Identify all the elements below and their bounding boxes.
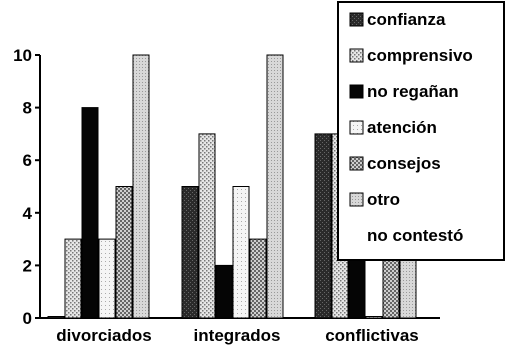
bar-integrados-1 bbox=[198, 133, 216, 319]
bar-divorciados-2 bbox=[81, 107, 99, 319]
legend-label: atención bbox=[367, 118, 437, 137]
y-ticks: 0 2 4 6 8 10 bbox=[13, 46, 40, 328]
legend-label: consejos bbox=[367, 154, 441, 173]
bar-divorciados-1 bbox=[64, 238, 82, 319]
bar-divorciados-5 bbox=[132, 54, 150, 319]
legend: confianza comprensivo no regañan atención co… bbox=[337, 1, 505, 261]
bar-integrados-0 bbox=[181, 186, 199, 319]
bars bbox=[47, 54, 417, 319]
bar-integrados-4 bbox=[249, 238, 267, 319]
y-tick-label: 4 bbox=[23, 204, 33, 223]
y-tick-label: 8 bbox=[23, 99, 32, 118]
category-labels: divorciados integrados conflictivas bbox=[56, 326, 418, 345]
bar-integrados-2 bbox=[215, 264, 233, 319]
y-tick-label: 0 bbox=[23, 309, 32, 328]
bar-integrados-3 bbox=[232, 186, 250, 319]
y-tick-label: 2 bbox=[23, 256, 32, 275]
legend-label: otro bbox=[367, 190, 400, 209]
category-label: conflictivas bbox=[325, 326, 419, 345]
legend-box bbox=[337, 1, 505, 261]
legend-swatch bbox=[349, 12, 364, 27]
bar-integrados-5 bbox=[266, 54, 284, 319]
y-tick-label: 10 bbox=[13, 46, 32, 65]
legend-label: comprensivo bbox=[367, 46, 473, 65]
legend-label: confianza bbox=[367, 10, 446, 29]
category-label: divorciados bbox=[56, 326, 151, 345]
y-tick-label: 6 bbox=[23, 151, 32, 170]
legend-label: no contestó bbox=[367, 226, 463, 245]
legend-swatch bbox=[350, 229, 363, 242]
bar-divorciados-4 bbox=[115, 186, 133, 319]
legend-swatch bbox=[349, 48, 364, 63]
bar-divorciados-3 bbox=[98, 238, 116, 319]
legend-swatch bbox=[349, 156, 364, 171]
bar-conflictivas-0 bbox=[314, 133, 332, 319]
legend-swatch bbox=[349, 192, 364, 207]
bar-conflictivas-3 bbox=[365, 316, 383, 319]
bar-divorciados-0 bbox=[47, 316, 65, 319]
legend-swatch bbox=[349, 84, 364, 99]
category-label: integrados bbox=[194, 326, 281, 345]
legend-label: no regañan bbox=[367, 82, 459, 101]
legend-swatch bbox=[349, 120, 364, 135]
